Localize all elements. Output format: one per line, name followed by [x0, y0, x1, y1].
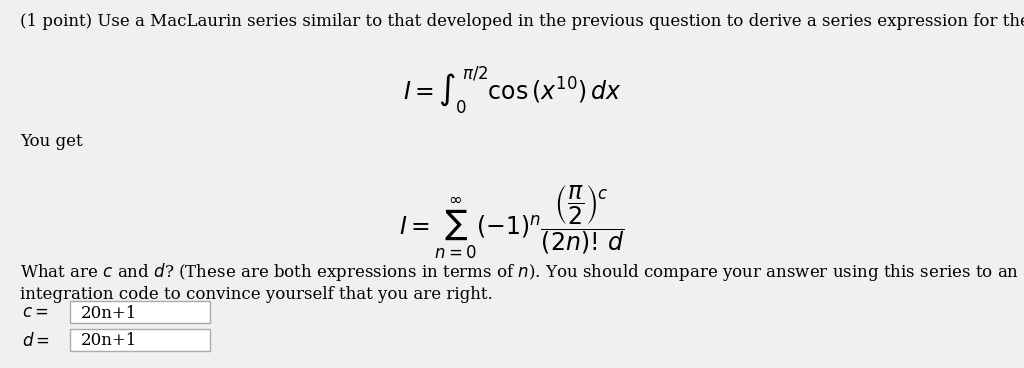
Text: (1 point) Use a MacLaurin series similar to that developed in the previous quest: (1 point) Use a MacLaurin series similar…: [20, 13, 1024, 30]
FancyBboxPatch shape: [71, 301, 210, 323]
Text: 20n+1: 20n+1: [81, 305, 137, 322]
FancyBboxPatch shape: [71, 329, 210, 351]
Text: integration code to convince yourself that you are right.: integration code to convince yourself th…: [20, 286, 493, 303]
Text: $I = \int_0^{\,\pi/2} \cos\left(x^{10}\right)\, dx$: $I = \int_0^{\,\pi/2} \cos\left(x^{10}\r…: [402, 64, 622, 116]
Text: You get: You get: [20, 133, 83, 151]
Text: $c = $: $c = $: [23, 304, 49, 321]
Text: 20n+1: 20n+1: [81, 332, 137, 350]
Text: $d = $: $d = $: [23, 332, 50, 350]
Text: What are $c$ and $d$? (These are both expressions in terms of $n$). You should c: What are $c$ and $d$? (These are both ex…: [20, 261, 1024, 283]
Text: $I = \sum_{n=0}^{\infty} (-1)^n \dfrac{\left(\dfrac{\pi}{2}\right)^c}{(2n)!\,d}$: $I = \sum_{n=0}^{\infty} (-1)^n \dfrac{\…: [399, 183, 625, 261]
